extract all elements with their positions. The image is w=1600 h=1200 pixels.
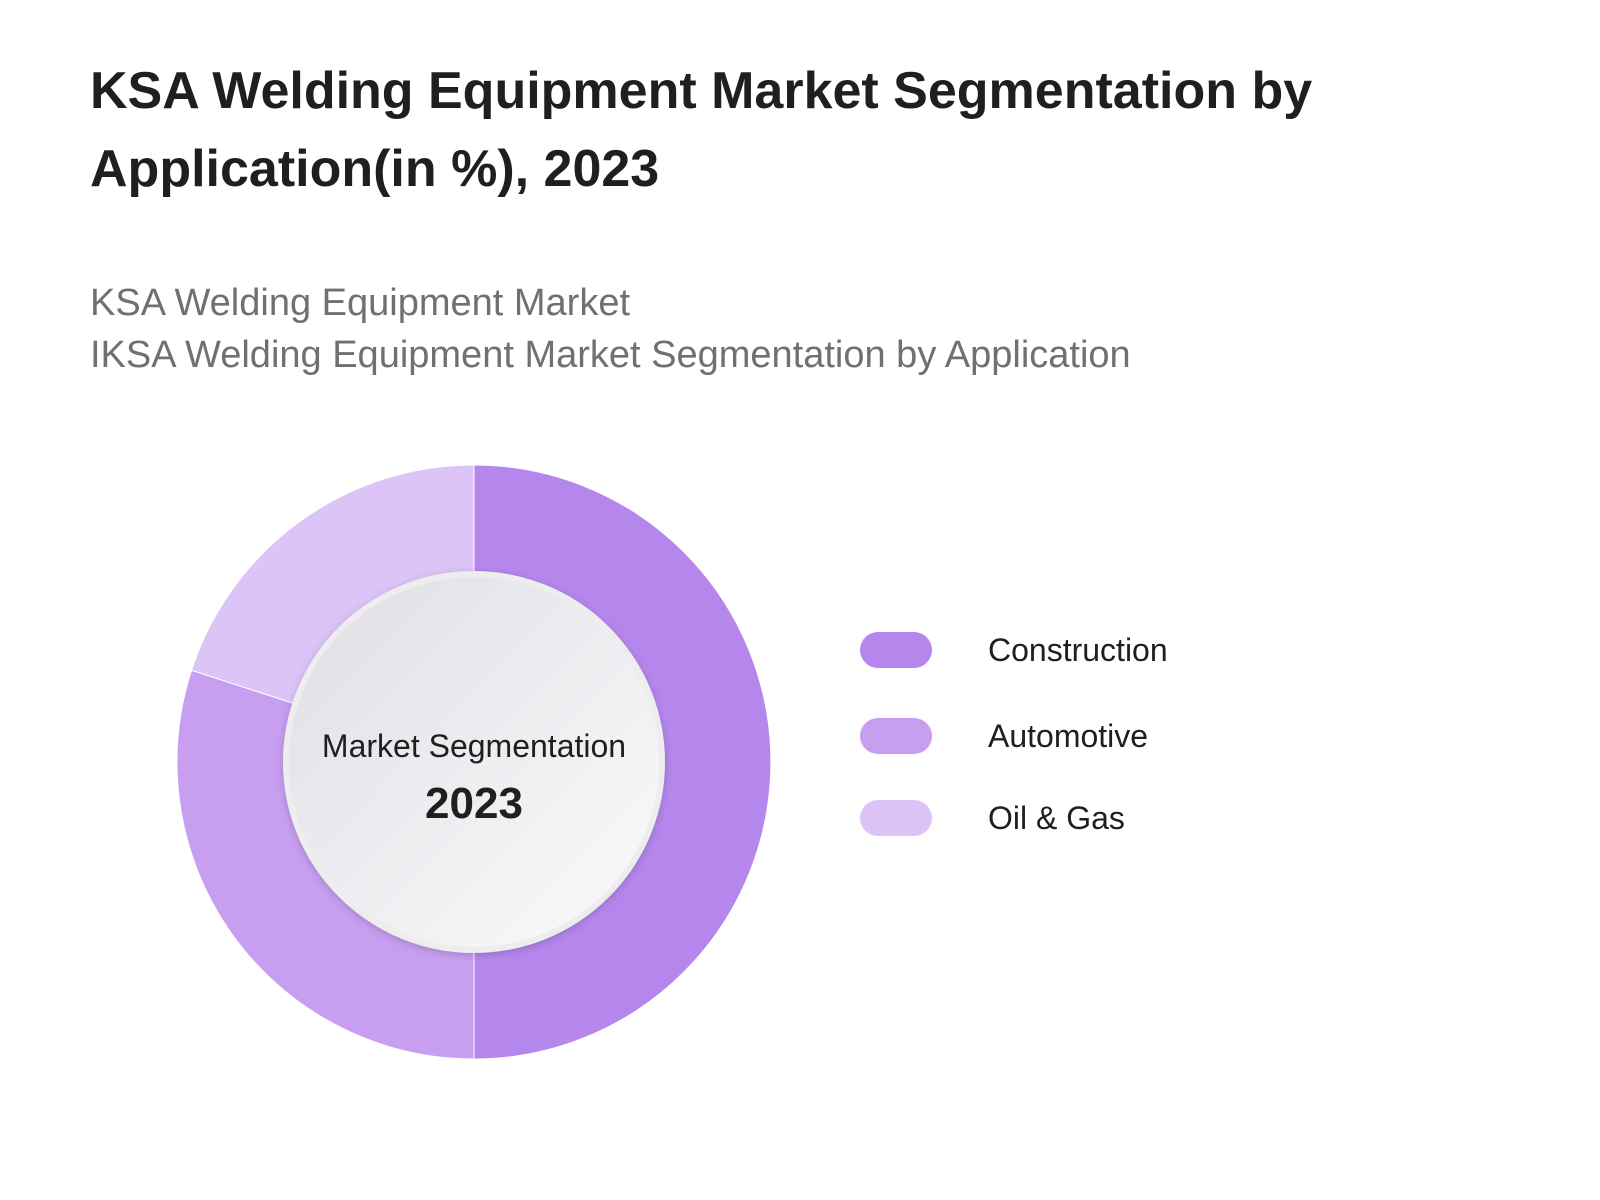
- chart-subtitle-market: KSA Welding Equipment Market: [90, 282, 631, 324]
- chart-subtitle-segmentation: IKSA Welding Equipment Market Segmentati…: [90, 334, 1131, 376]
- legend-swatch-construction: [860, 632, 932, 668]
- legend-item-automotive: Automotive: [860, 716, 1280, 756]
- donut-center-disc: [283, 571, 665, 953]
- legend-swatch-oil-gas: [860, 800, 932, 836]
- chart-title: KSA Welding Equipment Market Segmentatio…: [90, 62, 1313, 198]
- legend-label-construction: Construction: [988, 632, 1168, 668]
- legend-item-construction: Construction: [860, 630, 1280, 670]
- center-label-year: 2023: [425, 779, 523, 828]
- center-label-title: Market Segmentation: [322, 728, 626, 764]
- legend-item-oil-gas: Oil & Gas: [860, 798, 1280, 838]
- legend-label-automotive: Automotive: [988, 718, 1149, 754]
- legend-swatch-automotive: [860, 718, 932, 754]
- legend-label-oil-gas: Oil & Gas: [988, 800, 1125, 836]
